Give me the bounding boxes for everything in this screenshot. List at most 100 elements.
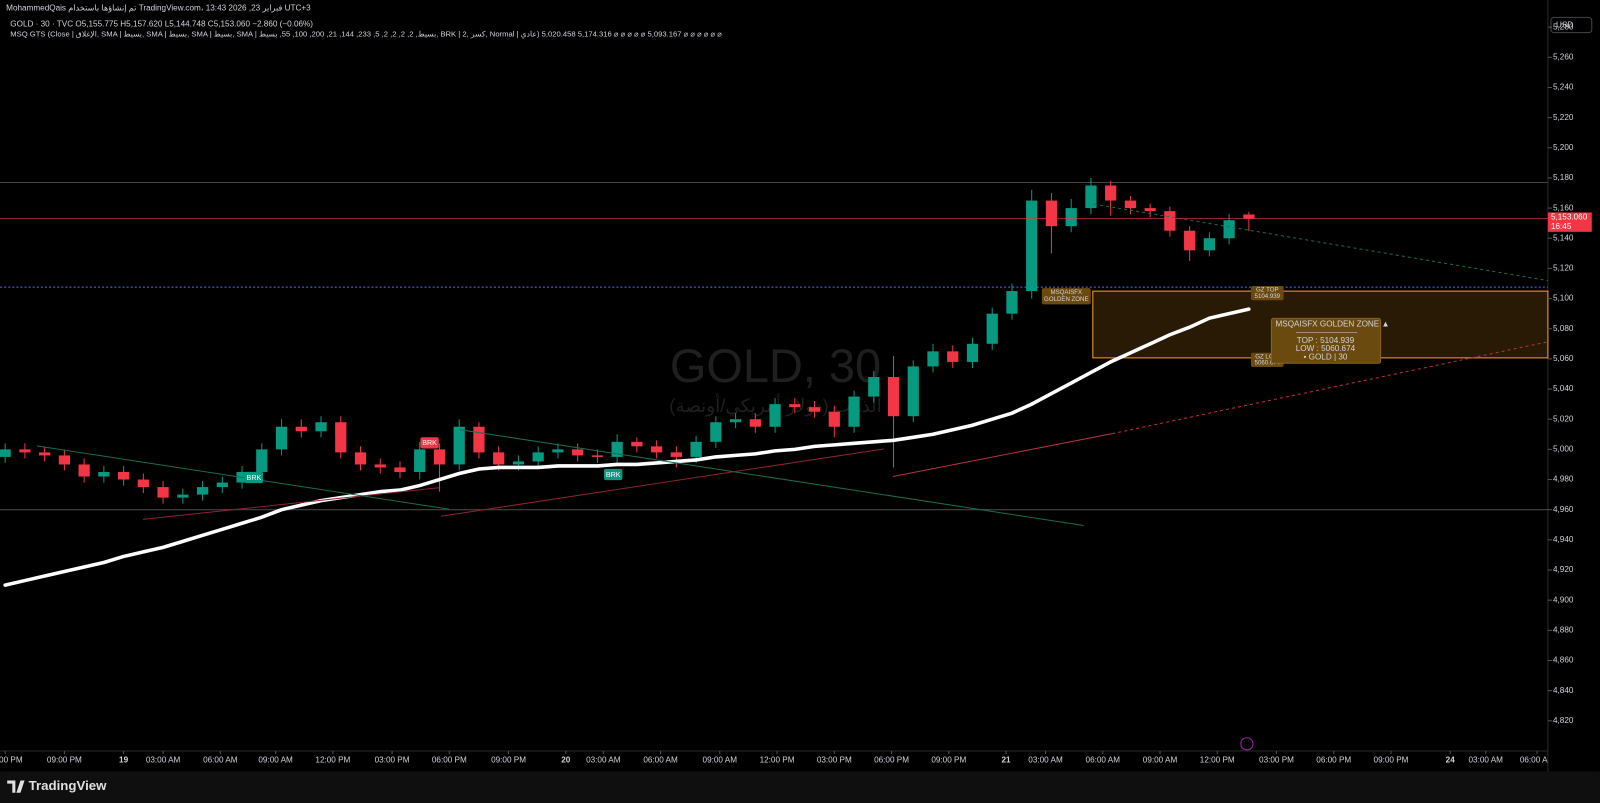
zone-tag-text: 5060.674 <box>1255 360 1281 367</box>
candle-body <box>532 452 544 462</box>
candle-body <box>1203 238 1215 251</box>
moving-average <box>3 307 1251 587</box>
candle-body <box>453 426 465 465</box>
trend-line <box>142 487 439 520</box>
candle-body <box>275 426 288 450</box>
y-tick-label: 5,100 <box>1553 294 1574 303</box>
x-tick-label: 12:00 PM <box>760 755 795 764</box>
candle-body <box>907 366 919 417</box>
y-tick-label: 5,160 <box>1553 203 1574 212</box>
zone-panel-low: LOW : 5060.674 <box>1296 344 1356 353</box>
y-tick-label: 4,840 <box>1553 686 1574 695</box>
watermark-title: GOLD, 30 <box>670 340 881 392</box>
candle-body <box>1045 200 1058 227</box>
candle-body <box>1124 200 1137 209</box>
y-tick-label: 5,180 <box>1553 173 1574 182</box>
candle-body <box>729 419 742 423</box>
candle-body <box>1026 200 1038 292</box>
candle-body <box>552 449 564 453</box>
zone-side-tag <box>1041 288 1091 305</box>
trend-line <box>892 433 1113 477</box>
candle-body <box>374 464 386 468</box>
legend: GOLD · 30 · TVC O5,155.775 H5,157.620 L5… <box>10 20 313 29</box>
countdown: 16:45 <box>1551 222 1572 231</box>
x-tick-label: 09:00 AM <box>258 755 293 764</box>
zone-side-tag-text: GOLDEN ZONE <box>1044 296 1088 303</box>
candle-body <box>947 351 959 362</box>
x-tick-label: 12:00 PM <box>315 755 350 764</box>
x-tick-label: 09:00 PM <box>931 755 966 764</box>
brk-label: BRK <box>247 474 262 482</box>
candle-body <box>651 446 663 453</box>
candle-body <box>1105 185 1117 201</box>
y-tick-label: 5,060 <box>1553 354 1574 363</box>
x-tick-label: 03:00 PM <box>1259 755 1294 764</box>
zone-panel-title: MSQAISFX GOLDEN ZONE ▲ <box>1275 320 1389 329</box>
y-tick-label: 5,080 <box>1553 324 1574 333</box>
candle-body <box>78 464 90 477</box>
candle-body <box>137 479 149 488</box>
y-tick-label: 4,880 <box>1553 625 1574 634</box>
y-tick-label: 5,240 <box>1553 83 1574 92</box>
footer-bar <box>0 771 1600 803</box>
brk-label: BRK <box>606 471 621 479</box>
zone-side-tag-text: MSQAISFX <box>1051 289 1083 296</box>
candle-body <box>256 449 268 472</box>
candle-body <box>177 494 189 498</box>
y-tick-label: 5,260 <box>1553 52 1574 61</box>
y-tick-label: 5,140 <box>1553 233 1574 242</box>
header-text: MohammedQais تم إنشاؤها باستخدام Trading… <box>6 3 311 12</box>
candle-body <box>690 441 702 457</box>
x-tick-label: 06:00 PM <box>874 755 909 764</box>
candle-body <box>1006 291 1018 314</box>
last-price-label: 5,153.060 <box>1551 213 1588 222</box>
candle-body <box>315 422 327 432</box>
y-tick-label: 5,200 <box>1553 143 1574 152</box>
brand: TradingView <box>29 778 107 793</box>
brk-label-box <box>604 468 623 481</box>
x-tick-label: 03:00 AM <box>1028 755 1063 764</box>
candle-body <box>354 452 367 465</box>
zone-panel-symbol: • GOLD | 30 <box>1303 352 1347 361</box>
candle-body <box>433 449 446 465</box>
x-tick-label: 09:00 AM <box>703 755 738 764</box>
x-tick-label: 09:00 PM <box>47 755 82 764</box>
candle-body <box>1243 214 1255 219</box>
x-tick-label: 06:00 AM <box>203 755 238 764</box>
x-tick-label: 03:00 PM <box>817 755 852 764</box>
zone-tag-text: GZ LOW <box>1255 353 1279 360</box>
event-icon <box>1240 737 1254 751</box>
trend-line <box>440 448 884 517</box>
candle-body <box>1184 230 1196 251</box>
y-tick-label: 5,000 <box>1553 445 1574 454</box>
candle-body <box>631 441 643 447</box>
brk-label-box <box>420 437 439 449</box>
candle-body <box>1164 211 1176 231</box>
candle-body <box>966 343 979 362</box>
candle-body <box>117 471 130 480</box>
y-tick-label: 5,220 <box>1553 113 1574 122</box>
zone-panel <box>1270 317 1382 364</box>
candle-body <box>710 422 722 442</box>
candle-body <box>414 449 426 472</box>
currency-box <box>1550 16 1593 34</box>
x-tick-label: 06:00 PM <box>432 755 467 764</box>
candle-body <box>0 449 11 457</box>
y-tick-label: 5,280 <box>1553 22 1574 31</box>
x-tick-label: 06:00 PM <box>0 755 23 764</box>
candle-body <box>39 452 51 456</box>
trend-line <box>36 445 450 510</box>
x-tick-label: 03:00 AM <box>586 755 621 764</box>
candle-body <box>1144 208 1156 212</box>
candle-body <box>1085 185 1097 209</box>
y-tick-label: 5,120 <box>1553 264 1574 273</box>
x-tick-label: 03:00 AM <box>146 755 181 764</box>
candle-body <box>591 455 604 457</box>
y-tick-label: 4,980 <box>1553 475 1574 484</box>
x-tick-label: 09:00 PM <box>1374 755 1409 764</box>
candle-body <box>512 461 525 465</box>
zone-tag-text: GZ TOP <box>1256 287 1279 294</box>
candle-body <box>295 426 307 432</box>
candle-body <box>887 376 900 417</box>
